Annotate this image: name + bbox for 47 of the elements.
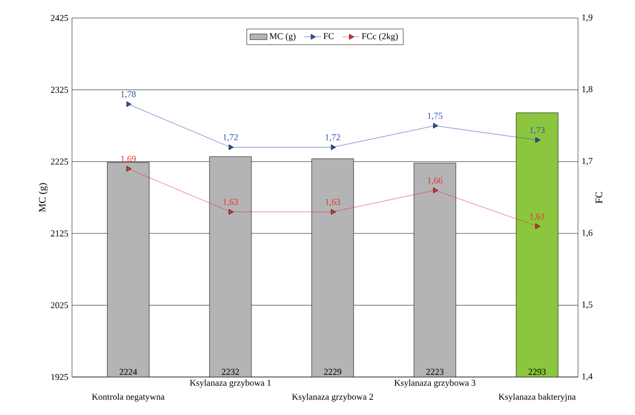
x-tick-label: Ksylanaza bakteryjna: [498, 393, 576, 402]
y2-tick-label: 1,9: [582, 14, 592, 22]
data-label: 2223: [426, 368, 444, 375]
point: [433, 188, 438, 194]
legend-label: FCc (2kg): [362, 32, 398, 42]
data-label: 1,78: [121, 91, 136, 98]
point: [535, 137, 540, 143]
data-label: 1,61: [530, 213, 544, 221]
y2-tick-label: 1,6: [582, 230, 592, 238]
y2-tick-label: 1,5: [582, 302, 592, 309]
y-tick-label: 2125: [50, 230, 68, 236]
x-tick-label: Ksylanaza grzybowa 1: [190, 380, 271, 388]
y2-axis-title: FC: [596, 192, 602, 204]
x-tick-label: Ksylanaza grzybowa 3: [394, 380, 476, 388]
y-tick-label: 2025: [50, 302, 68, 308]
point: [126, 101, 132, 107]
data-label: 1,66: [428, 177, 442, 185]
data-label: 2232: [222, 368, 239, 375]
y2-tick-label: 1,7: [582, 158, 592, 166]
y-tick-label: 2425: [50, 14, 68, 22]
point: [433, 122, 438, 128]
x-tick-label: Kontrola negatywna: [92, 393, 165, 402]
point: [228, 209, 234, 215]
data-label: 1,72: [326, 134, 340, 142]
data-label: 1,73: [530, 127, 545, 134]
y-tick-label: 2225: [50, 158, 68, 165]
y2-tick-label: 1,4: [582, 373, 593, 381]
data-label: 1,63: [326, 198, 340, 206]
point: [228, 144, 234, 150]
point: [535, 223, 540, 230]
point: [126, 166, 132, 172]
data-label: 2293: [528, 368, 546, 375]
y-tick-label: 1925: [51, 374, 68, 380]
data-label: 1,69: [121, 156, 136, 164]
y-axis-title: MC (g): [38, 183, 48, 212]
legend-label: MC (g): [269, 32, 296, 42]
data-label: 2224: [120, 368, 138, 375]
point: [330, 209, 336, 215]
legend-label: FC: [324, 33, 334, 40]
y-tick-label: 2325: [50, 86, 68, 93]
data-label: 1,75: [428, 112, 442, 120]
point: [330, 144, 336, 150]
data-label: 2229: [324, 368, 342, 375]
x-tick-label: Ksylanaza grzybowa 2: [292, 393, 373, 402]
data-label: 1,72: [223, 134, 238, 142]
data-label: 1,63: [223, 198, 238, 206]
y2-tick-label: 1,8: [582, 86, 592, 94]
